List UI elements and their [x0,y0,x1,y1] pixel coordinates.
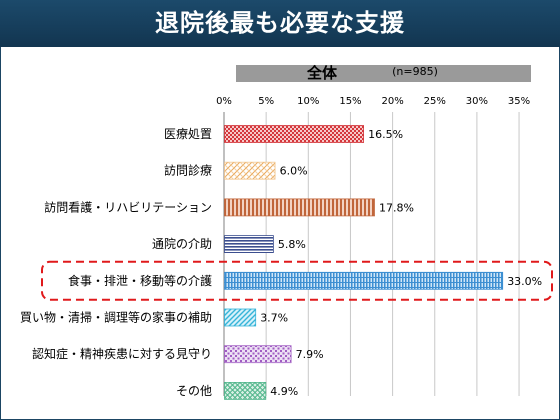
x-tick-label: 30% [466,96,488,107]
x-tick-label: 10% [297,96,319,107]
x-tick-label: 25% [424,96,446,107]
value-label: 17.8% [379,201,414,214]
bar [224,381,267,400]
value-labels: 16.5% 6.0% 17.8% 5.8% 33.0% 3.7% 7.9% 4.9% [260,128,542,398]
value-label: 16.5% [368,128,403,141]
category-label: その他 [176,384,212,398]
bar [224,161,276,180]
bar [224,271,504,290]
bar [224,235,274,254]
sample-size-note: (n=985) [392,65,438,78]
value-label: 6.0% [280,165,308,178]
group-header-bar [236,65,531,82]
x-axis-ticks: 0% 5% 10% 15% 20% 25% 30% 35% [216,96,530,107]
bars [224,125,504,400]
category-label: 訪問看護・リハビリテーション [44,199,212,214]
category-label: 食事・排泄・移動等の介護 [68,273,212,288]
value-label: 3.7% [260,312,288,325]
bar [224,345,292,364]
category-label: 通院の介助 [152,237,212,251]
category-labels: 医療処置訪問診療訪問看護・リハビリテーション通院の介助食事・排泄・移動等の介護買… [20,127,212,398]
value-label: 33.0% [507,275,542,288]
x-tick-label: 15% [339,96,361,107]
bar [224,125,364,143]
category-label: 買い物・清掃・調理等の家事の補助 [20,310,212,325]
value-label: 7.9% [296,348,324,361]
category-label: 訪問診療 [164,163,212,178]
value-label: 4.9% [270,385,298,398]
highlight-box [41,260,553,301]
value-label: 5.8% [278,238,306,251]
category-label: 医療処置 [164,127,212,141]
bar [224,198,375,217]
x-tick-label: 20% [381,96,403,107]
x-tick-label: 5% [258,96,274,107]
page-title: 退院後最も必要な支援 [0,0,560,47]
gridlines [223,112,520,396]
group-label: 全体 [306,64,338,82]
x-tick-label: 35% [508,96,530,107]
bar [224,308,257,327]
category-label: 認知症・精神疾患に対する見守り [32,346,212,361]
x-tick-label: 0% [216,96,232,107]
